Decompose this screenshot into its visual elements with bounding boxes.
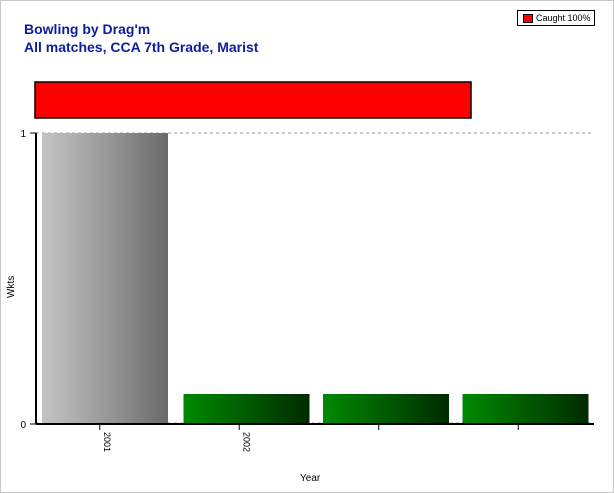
chart-title-line1: Bowling by Drag'm <box>24 21 151 37</box>
bar-zero-cat-3 <box>462 394 589 423</box>
dismissal-bar-caught <box>34 81 472 119</box>
bar-2001 <box>42 133 168 424</box>
chart-title: Bowling by Drag'm All matches, CCA 7th G… <box>24 20 258 56</box>
bar-zero-2002 <box>183 394 310 423</box>
legend-label-caught: Caught 100% <box>536 13 591 23</box>
chart-title-line2: All matches, CCA 7th Grade, Marist <box>24 39 259 55</box>
x-tick-label-2001: 2001 <box>102 432 112 452</box>
y-axis-label: Wkts <box>6 275 17 298</box>
legend-swatch-caught <box>523 14 533 23</box>
x-tick-label-2002: 2002 <box>241 432 251 452</box>
bar-zero-cat-2 <box>323 394 449 423</box>
legend: Caught 100% <box>517 10 595 26</box>
y-tick-label-1: 1 <box>20 129 26 140</box>
y-tick-label-0: 0 <box>20 420 26 431</box>
x-axis-label: Year <box>300 473 321 484</box>
